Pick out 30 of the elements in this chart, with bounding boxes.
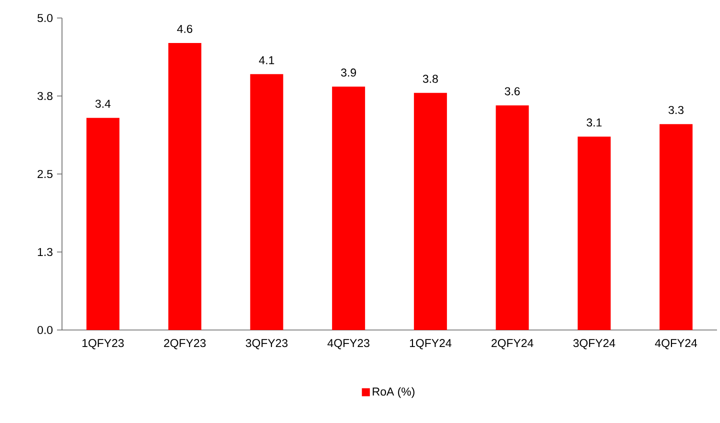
y-tick-label: 5.0 (38, 14, 53, 22)
data-label: 3.9 (341, 68, 356, 77)
bar (86, 118, 120, 330)
bar (250, 74, 284, 330)
x-tick-label: 1QFY23 (82, 339, 124, 350)
bar (168, 42, 202, 330)
bar (496, 105, 529, 330)
data-label: 4.1 (258, 56, 274, 64)
data-label: 4.6 (177, 24, 192, 33)
data-label: 3.8 (422, 74, 438, 83)
legend-label: RoA (%) (372, 387, 414, 398)
data-label: 3.1 (586, 118, 602, 127)
y-tick-label: 0.0 (38, 326, 53, 334)
x-tick-label: 4QFY24 (654, 339, 698, 350)
y-tick-label: 3.8 (37, 92, 52, 100)
data-label: 3.3 (668, 106, 684, 114)
x-tick-label: 4QFY23 (327, 339, 370, 350)
y-tick-label: 1.3 (38, 248, 52, 256)
x-tick-label: 3QFY24 (573, 339, 616, 350)
x-tick-label: 1QFY24 (410, 339, 452, 350)
bar (578, 136, 611, 330)
y-tick-label: 2.5 (38, 170, 52, 178)
x-tick-label: 2QFY23 (164, 339, 206, 350)
bar (660, 124, 693, 330)
data-label: 3.6 (504, 87, 520, 96)
x-tick-label: 3QFY23 (246, 339, 288, 350)
bar (414, 92, 447, 330)
data-label: 3.4 (95, 100, 111, 108)
bar (332, 86, 366, 330)
x-tick-label: 2QFY24 (492, 339, 534, 350)
